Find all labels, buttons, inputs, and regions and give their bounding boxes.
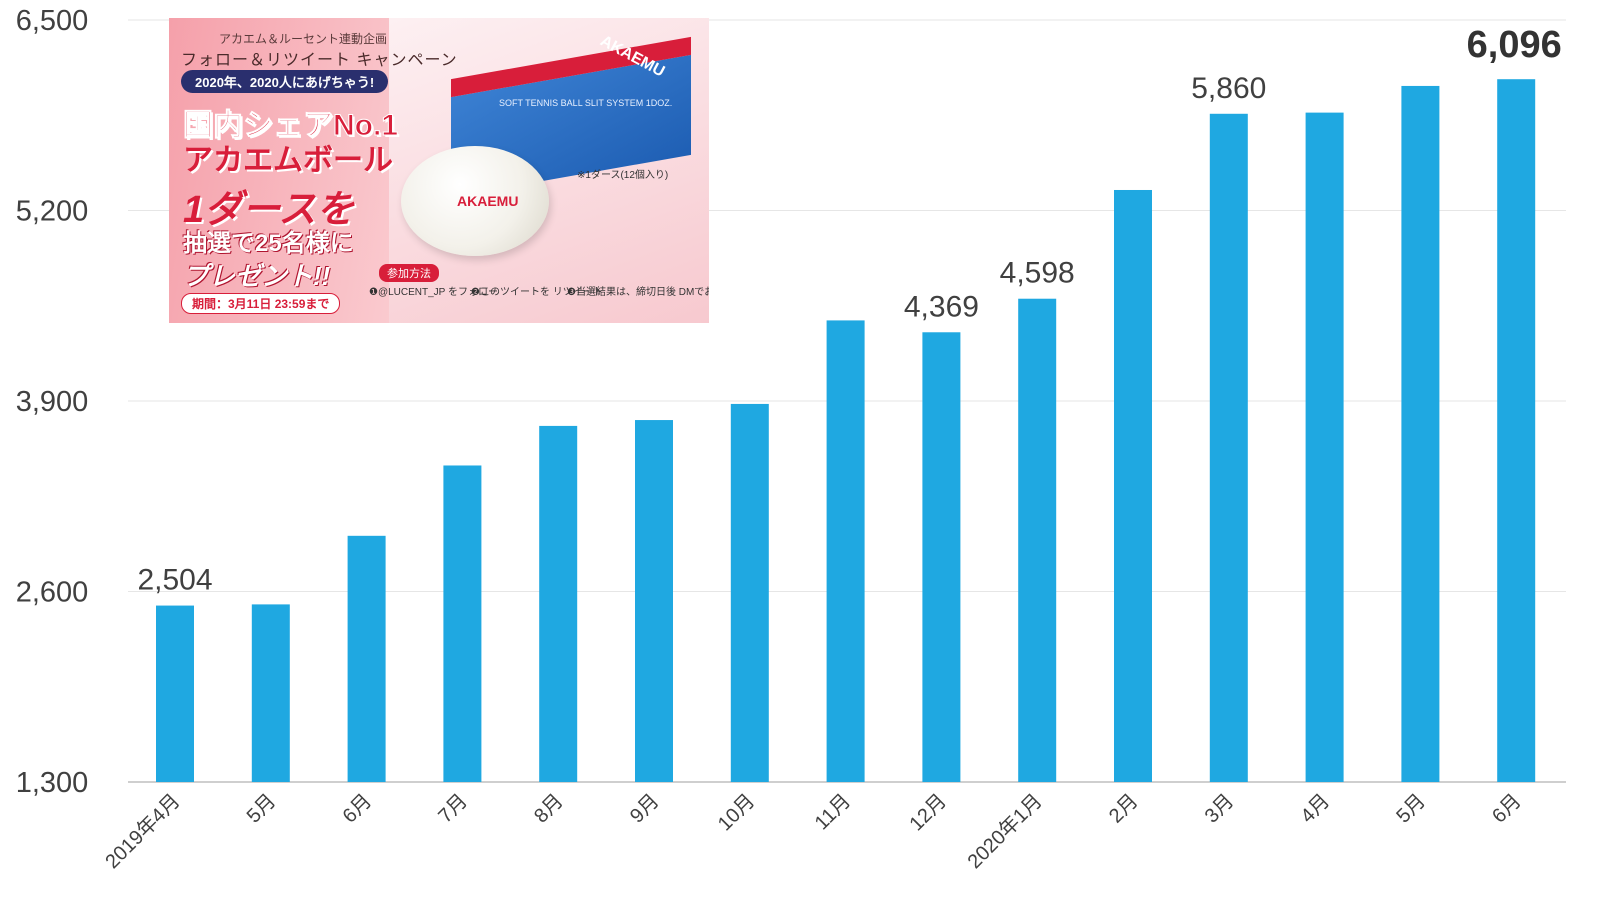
y-tick-label: 5,200 xyxy=(16,196,89,228)
bar xyxy=(1114,189,1152,782)
banner-headline2: アカエムボール xyxy=(183,144,393,177)
y-axis-tick-labels: 1,300 2,600 3,900 5,200 6,500 xyxy=(16,5,89,799)
x-tick-label: 5月 xyxy=(1392,790,1430,828)
bar xyxy=(156,605,194,782)
banner-headline1: 国内シェアNo.1 xyxy=(182,109,399,143)
data-label: 5,860 xyxy=(1191,72,1266,105)
tennis-ball-illustration xyxy=(401,146,549,256)
x-tick-label: 2月 xyxy=(1105,790,1143,828)
bar xyxy=(1401,85,1440,782)
banner-note: ※1ダース(12個入り) xyxy=(577,170,669,181)
data-label: 4,369 xyxy=(904,290,979,323)
x-tick-label: 2019年4月 xyxy=(101,789,185,873)
x-tick-label: 11月 xyxy=(811,790,855,834)
bar xyxy=(443,465,482,782)
ball-logo-text: AKAEMU xyxy=(457,193,519,209)
x-tick-label: 7月 xyxy=(434,790,472,828)
bar xyxy=(635,420,673,782)
x-tick-label: 2020年1月 xyxy=(963,789,1047,873)
y-tick-label: 1,300 xyxy=(16,767,89,799)
x-tick-label: 6月 xyxy=(339,790,377,828)
x-tick-label: 10月 xyxy=(714,790,759,835)
data-label: 2,504 xyxy=(137,564,212,597)
data-label: 4,598 xyxy=(1000,257,1075,290)
bar xyxy=(922,332,961,782)
banner-line2: フォロー＆リツイート キャンペーン xyxy=(181,52,458,69)
bar xyxy=(1209,113,1248,783)
bars xyxy=(156,79,1536,783)
banner-headline4: 抽選で25名様に xyxy=(183,230,354,257)
x-tick-label: 4月 xyxy=(1297,790,1335,828)
banner-headline3: 1ダースを xyxy=(183,189,355,231)
bar xyxy=(1497,79,1536,782)
bar xyxy=(251,604,290,782)
banner-step2: ❷このツイートを リツイート xyxy=(471,287,603,298)
banner-headline5: プレゼント!! xyxy=(183,261,331,291)
x-tick-label: 8月 xyxy=(530,790,568,828)
x-tick-label: 9月 xyxy=(626,790,664,828)
bar xyxy=(539,425,578,782)
banner-join-label: 参加方法 xyxy=(379,264,439,282)
x-tick-label: 6月 xyxy=(1488,790,1526,828)
y-tick-label: 6,500 xyxy=(16,5,89,37)
banner-step3: ❸当選結果は、締切日後 DMでお知らせ xyxy=(567,287,709,298)
bar xyxy=(826,320,865,782)
data-labels: 2,504 4,369 4,598 5,860 6,096 xyxy=(137,24,1561,596)
banner-line1: アカエム＆ルーセント連動企画 xyxy=(219,32,388,46)
bar xyxy=(1018,298,1057,782)
campaign-banner-image: AKAEMU SOFT TENNIS BALL SLIT SYSTEM 1DOZ… xyxy=(169,18,709,323)
bar xyxy=(730,403,769,782)
banner-period: 期間：3月11日 23:59まで xyxy=(181,293,341,314)
x-tick-label: 5月 xyxy=(243,790,281,828)
y-tick-label: 3,900 xyxy=(16,386,89,418)
bar xyxy=(1305,112,1344,782)
x-axis-tick-labels: 2019年4月 5月 6月 7月 8月 9月 10月 11月 12月 2020年1月 2月 3月 4月 5… xyxy=(101,789,1526,873)
banner-step1: ❶@LUCENT_JP をフォロー xyxy=(369,287,498,298)
y-tick-label: 2,600 xyxy=(16,577,89,609)
x-tick-label: 3月 xyxy=(1201,790,1239,828)
banner-date-pill: 2020年、2020人にあげちゃう! xyxy=(181,70,389,93)
bar xyxy=(347,535,386,782)
x-tick-label: 12月 xyxy=(906,790,951,835)
box-product-text: SOFT TENNIS BALL SLIT SYSTEM 1DOZ. xyxy=(499,98,673,108)
data-label: 6,096 xyxy=(1467,24,1562,66)
